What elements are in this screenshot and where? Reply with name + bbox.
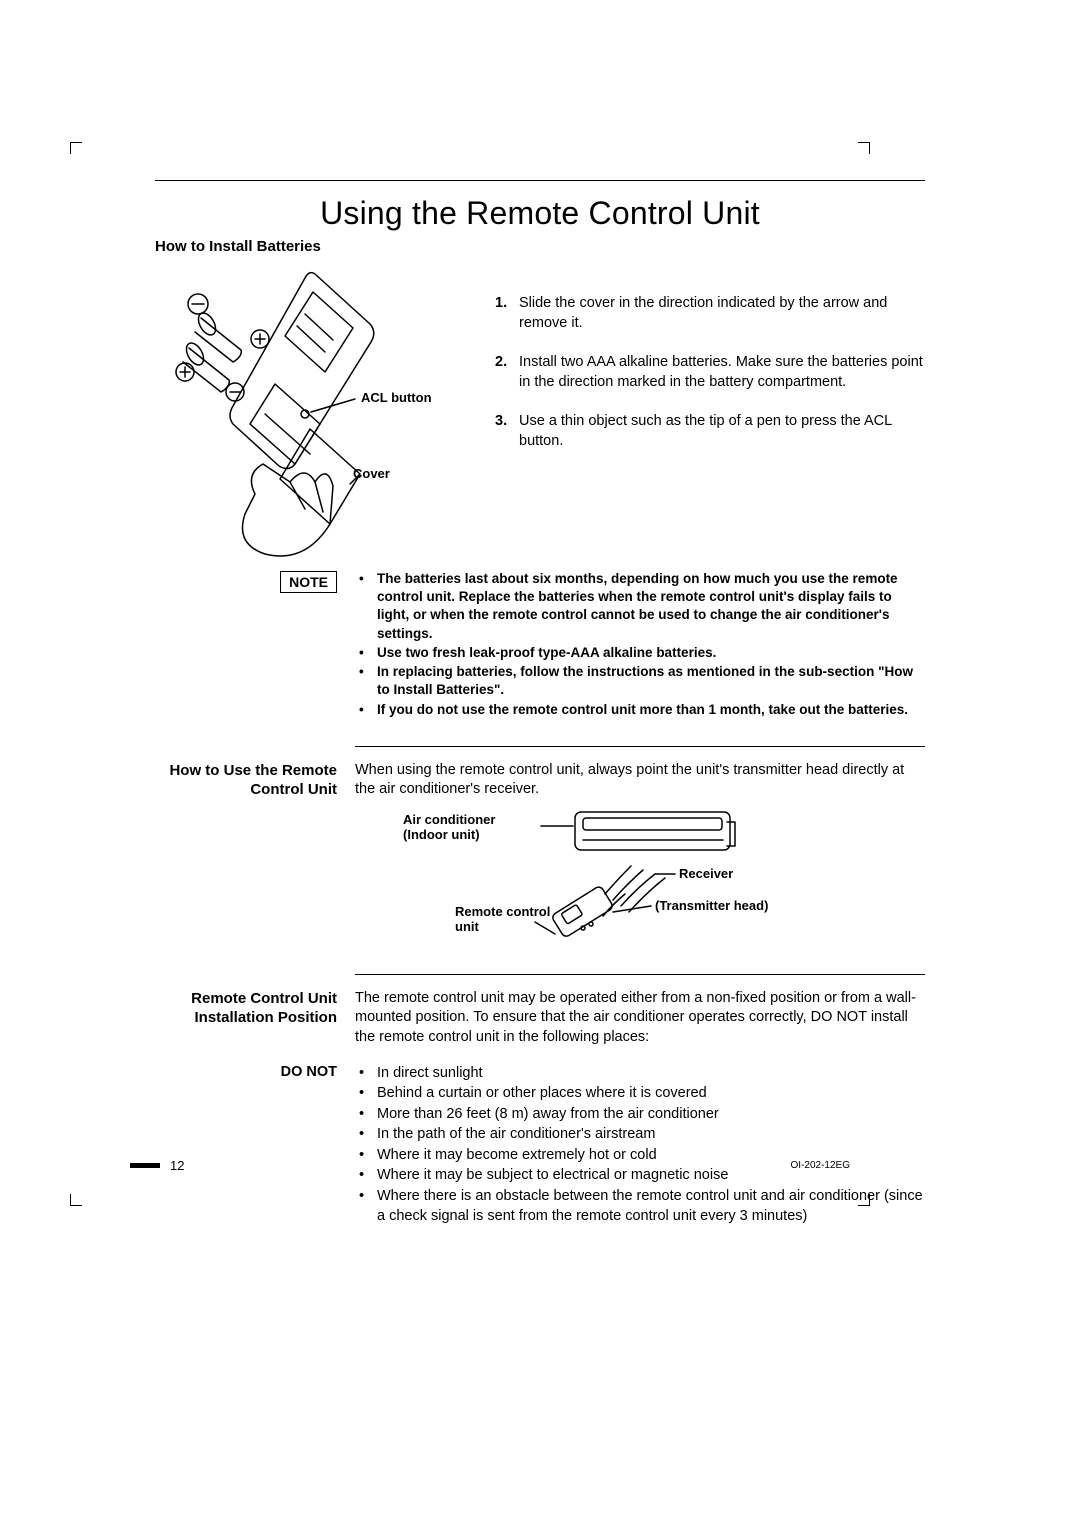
do-not-label: DO NOT bbox=[155, 1064, 337, 1080]
install-steps-list: 1.Slide the cover in the direction indic… bbox=[495, 294, 925, 451]
callout-receiver: Receiver bbox=[679, 866, 733, 881]
donot-list: In direct sunlight Behind a curtain or o… bbox=[355, 1064, 925, 1227]
note-label: NOTE bbox=[280, 571, 337, 593]
callout-cover: Cover bbox=[353, 466, 390, 481]
page-number-bar-icon bbox=[130, 1163, 160, 1168]
note-item: The batteries last about six months, dep… bbox=[355, 570, 925, 643]
callout-acl-button: ACL button bbox=[361, 390, 432, 405]
section2-intro: When using the remote control unit, alwa… bbox=[355, 761, 925, 800]
callout-indoor-unit: Air conditioner (Indoor unit) bbox=[403, 812, 543, 843]
section-heading-install: How to Install Batteries bbox=[155, 238, 321, 255]
manual-page: Using the Remote Control Unit How to Ins… bbox=[0, 0, 1080, 1531]
step-item: 2.Install two AAA alkaline batteries. Ma… bbox=[495, 353, 925, 392]
donot-item: In direct sunlight bbox=[355, 1064, 925, 1084]
page-footer: 12 OI-202-12EG bbox=[0, 1158, 1080, 1173]
step-item: 3.Use a thin object such as the tip of a… bbox=[495, 412, 925, 451]
donot-item: Behind a curtain or other places where i… bbox=[355, 1084, 925, 1104]
section3-intro: The remote control unit may be operated … bbox=[355, 989, 925, 1048]
figure-install-batteries: ACL button Cover bbox=[155, 264, 495, 564]
donot-item: More than 26 feet (8 m) away from the ai… bbox=[355, 1105, 925, 1125]
document-id: OI-202-12EG bbox=[791, 1160, 850, 1171]
step-item: 1.Slide the cover in the direction indic… bbox=[495, 294, 925, 333]
section-heading-use: How to Use the Remote Control Unit bbox=[155, 761, 337, 800]
note-item: Use two fresh leak-proof type-AAA alkali… bbox=[355, 644, 925, 662]
callout-transmitter: (Transmitter head) bbox=[655, 898, 768, 913]
callout-remote-unit: Remote control unit bbox=[455, 904, 565, 935]
divider bbox=[355, 746, 925, 747]
divider bbox=[355, 974, 925, 975]
donot-item: Where there is an obstacle between the r… bbox=[355, 1187, 925, 1226]
crop-mark-icon bbox=[70, 142, 84, 156]
crop-mark-icon bbox=[856, 142, 870, 156]
section-heading-position: Remote Control Unit Installation Positio… bbox=[155, 989, 337, 1028]
note-item: If you do not use the remote control uni… bbox=[355, 701, 925, 719]
remote-battery-illustration-icon bbox=[155, 264, 475, 564]
page-number: 12 bbox=[170, 1158, 184, 1173]
top-rule bbox=[155, 180, 925, 181]
note-item: In replacing batteries, follow the instr… bbox=[355, 663, 925, 699]
crop-mark-icon bbox=[70, 1192, 84, 1206]
note-list: The batteries last about six months, dep… bbox=[355, 570, 925, 719]
donot-item: In the path of the air conditioner's air… bbox=[355, 1125, 925, 1145]
page-title: Using the Remote Control Unit bbox=[115, 195, 965, 232]
figure-remote-pointing: Air conditioner (Indoor unit) Receiver (… bbox=[355, 804, 925, 964]
